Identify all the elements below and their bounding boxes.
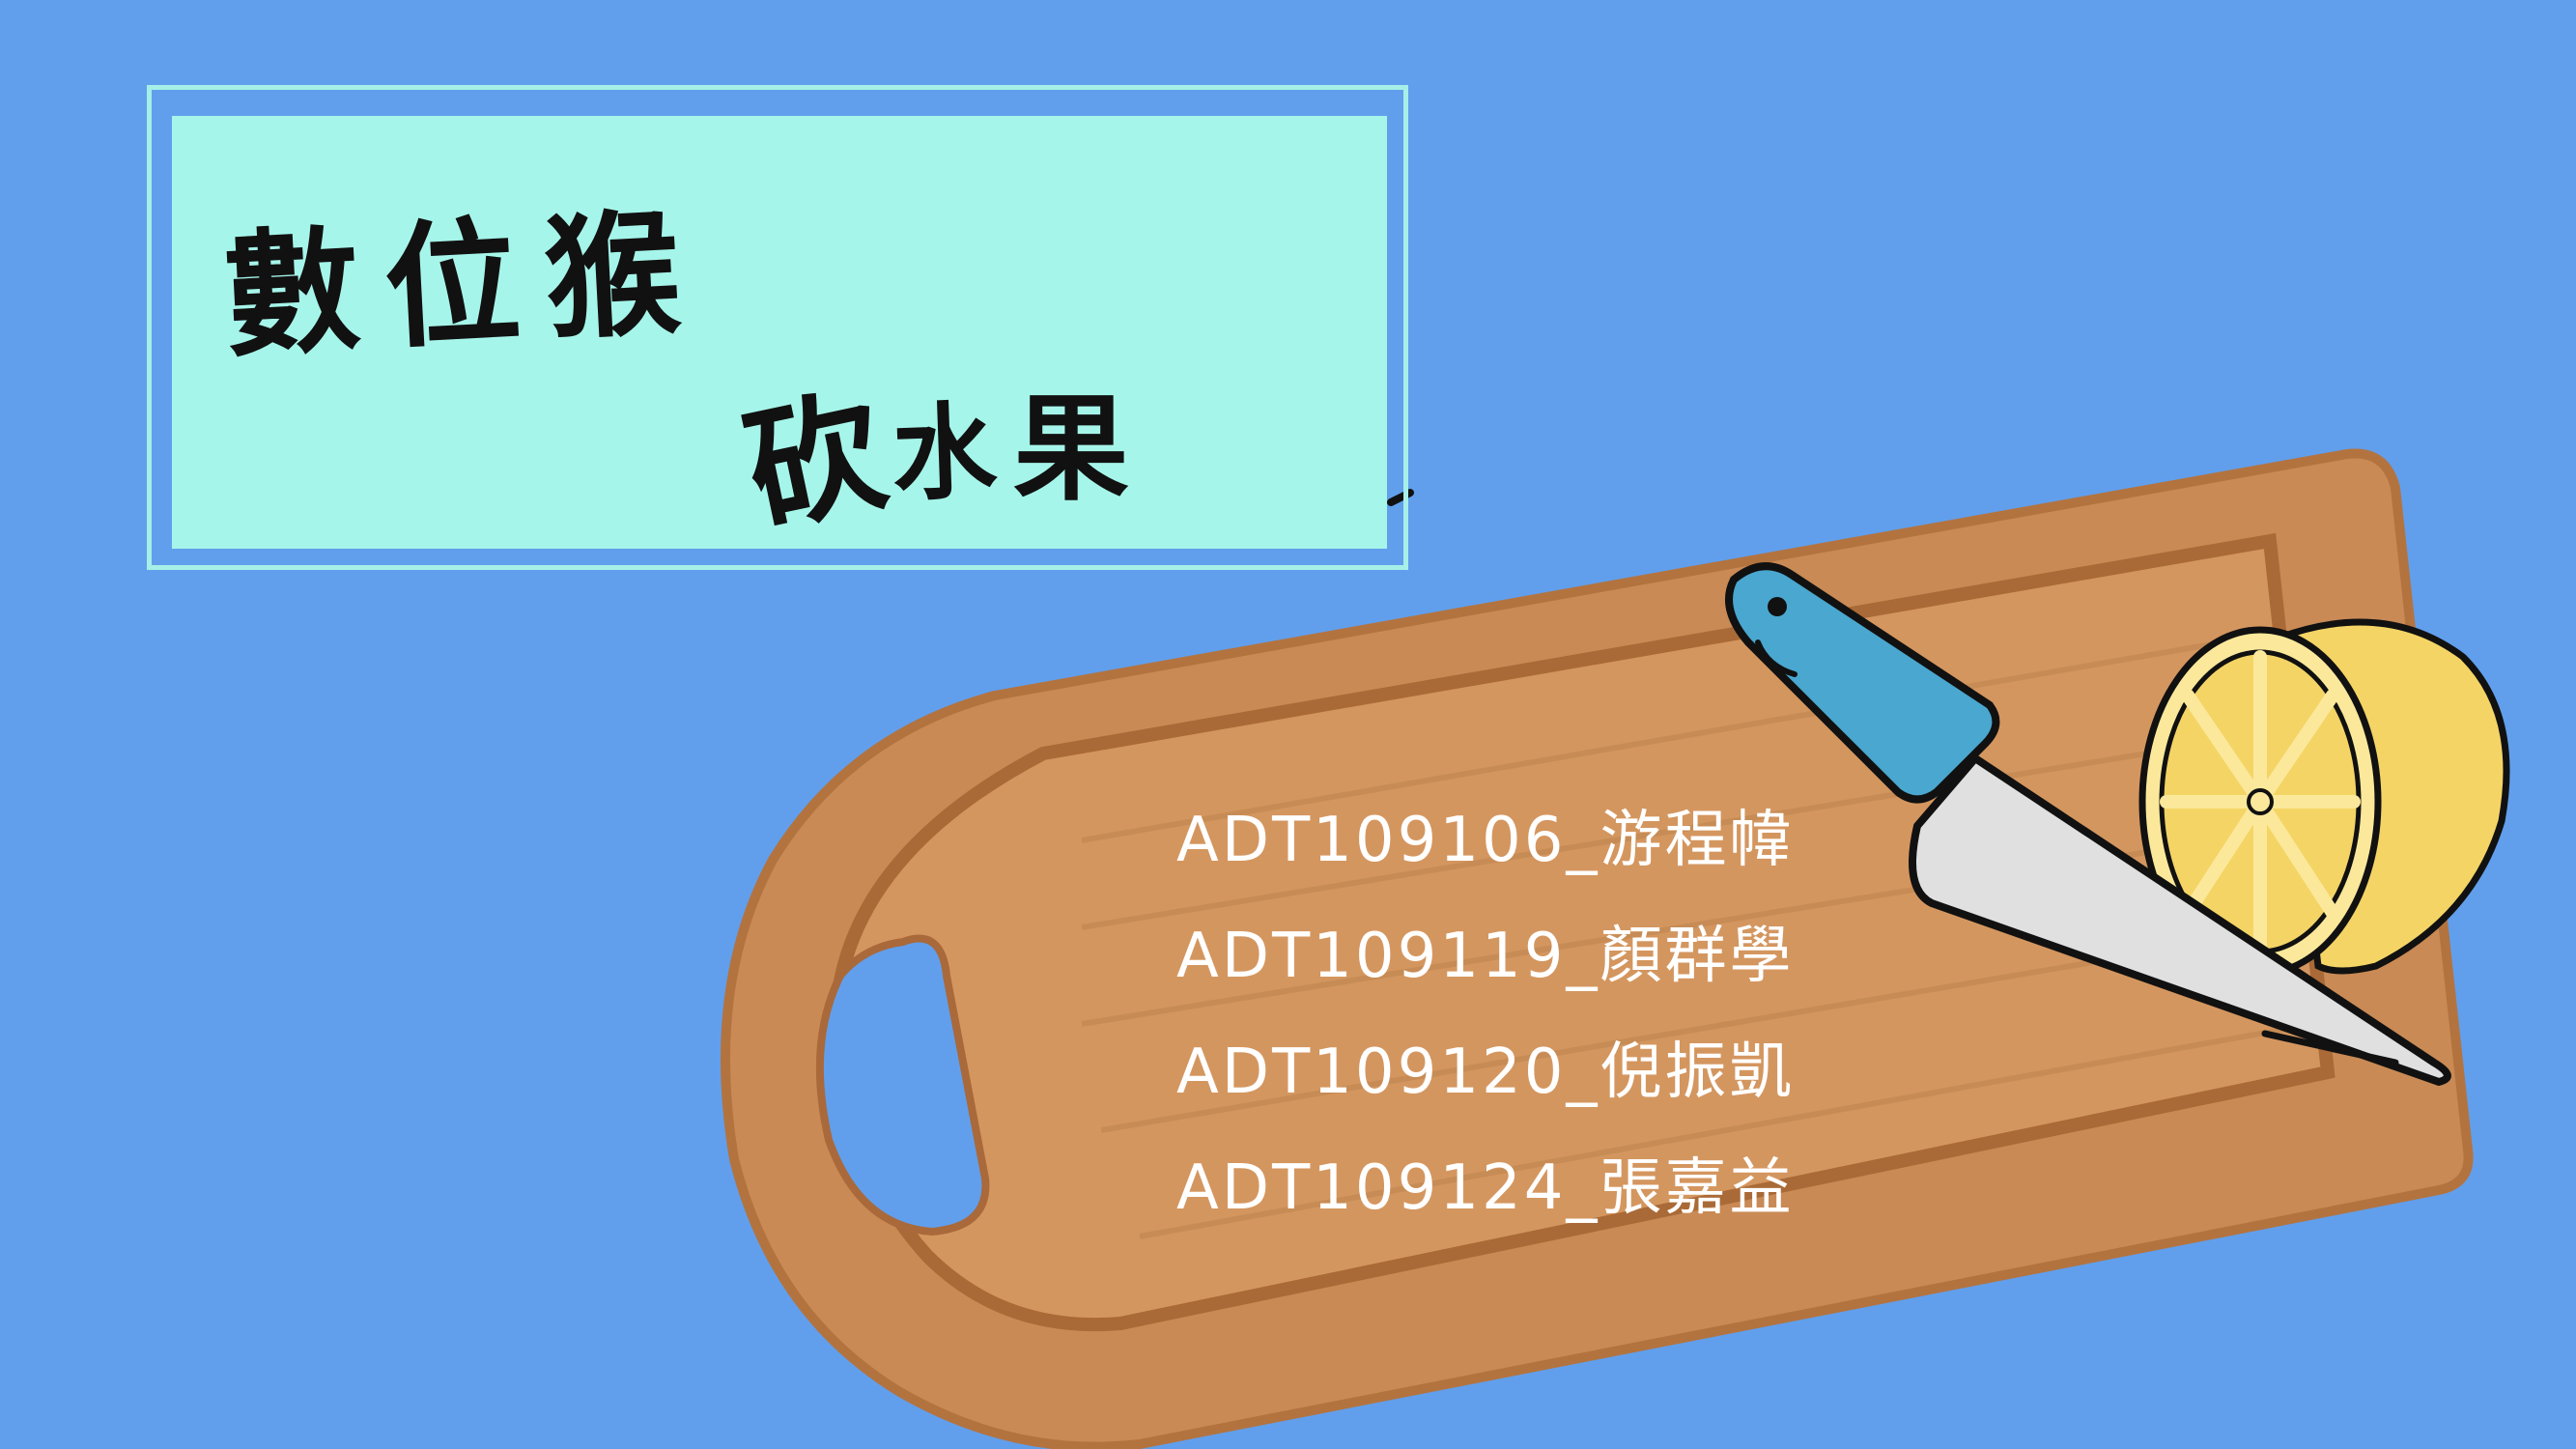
title-line1: 數位猴 [220,194,710,377]
member-3: ADT109120_倪振凱 [1176,1037,1795,1108]
title-char-4: 果 [1013,383,1147,517]
cutting-board-icon [721,448,2474,1449]
title-line2: 砍水果 [733,324,1146,554]
title-box [172,116,1387,549]
title-frame [147,85,1408,570]
member-list: ADT109106_游程幃 ADT109119_顏群學 ADT109120_倪振… [1176,782,1872,1246]
lemon-half-icon [2138,618,2510,978]
member-1: ADT109106_游程幃 [1176,805,1795,876]
knife-icon [1725,562,2451,1086]
member-2: ADT109119_顏群學 [1176,921,1795,992]
member-4: ADT109124_張嘉益 [1176,1152,1795,1224]
title-char-3: 水 [890,390,1016,517]
